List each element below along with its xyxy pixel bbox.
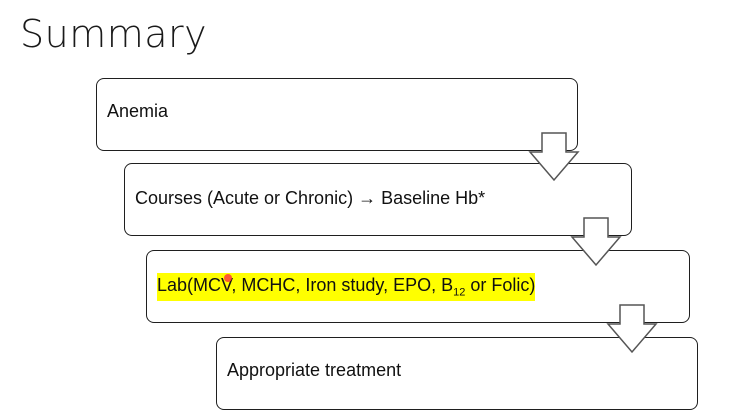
down-arrow-icon	[570, 217, 622, 267]
lab-text-suffix: or Folic)	[465, 275, 536, 295]
flow-step-label: Anemia	[107, 101, 169, 121]
highlighted-lab-text: Lab(MCV, MCHC, Iron study, EPO, B12 or F…	[157, 273, 536, 301]
down-arrow-icon	[528, 132, 580, 182]
flow-step-label: Appropriate treatment	[227, 360, 402, 380]
lab-text-subscript: 12	[453, 286, 466, 299]
slide-title: Summary	[20, 12, 208, 56]
flow-step-anemia: Anemia	[96, 78, 578, 151]
flow-step-courses: Courses (Acute or Chronic) → Baseline Hb…	[124, 163, 632, 236]
lab-text-prefix: Lab(MCV, MCHC, Iron study, EPO, B	[157, 275, 454, 295]
flow-step-treatment: Appropriate treatment	[216, 337, 698, 410]
laser-pointer-icon	[224, 274, 232, 282]
down-arrow-icon	[606, 304, 658, 354]
flow-step-label: Courses (Acute or Chronic) → Baseline Hb…	[135, 188, 486, 208]
